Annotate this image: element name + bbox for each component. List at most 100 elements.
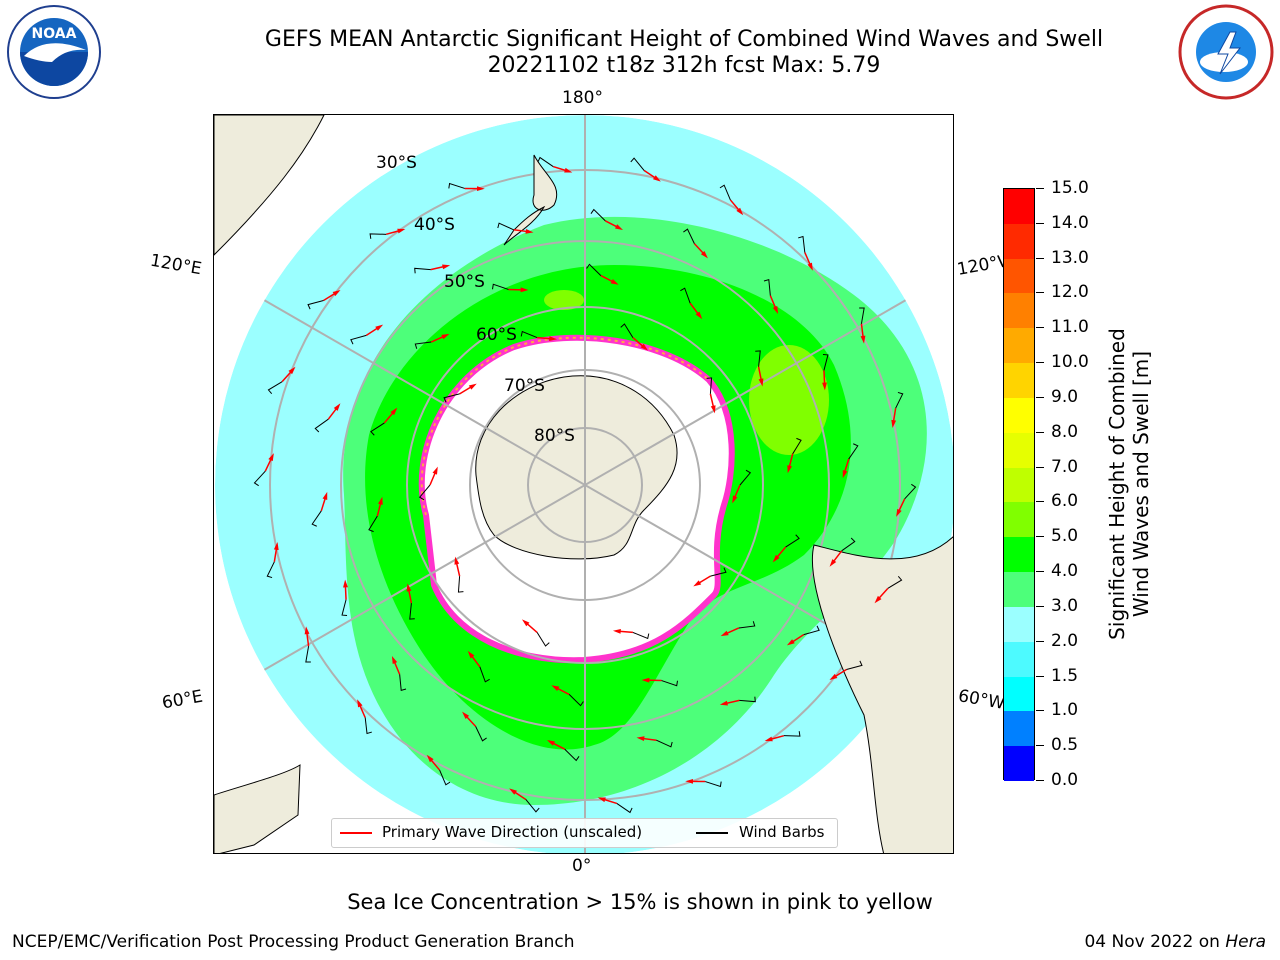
lat-label-40s: 40°S [414, 215, 455, 235]
wind-barb [409, 603, 415, 620]
wind-barb [586, 263, 602, 276]
wind-barb [783, 731, 801, 737]
colorbar-tick-label: 15.0 [1051, 178, 1089, 198]
wind-barb [443, 393, 460, 403]
wind-barb [414, 341, 432, 349]
wave-arrow [556, 687, 570, 696]
wind-barb [798, 235, 806, 253]
wave-arrow-head [521, 619, 530, 627]
wave-arrow [729, 199, 740, 212]
wind-barb [887, 575, 903, 589]
wind-barb [590, 208, 606, 222]
wind-barb [568, 694, 584, 707]
south-america-land [812, 536, 953, 853]
wave-arrow-head [357, 699, 363, 708]
wave-arrow [804, 252, 812, 266]
wind-barb [350, 334, 367, 345]
wind-barb [680, 287, 691, 304]
wave-arrow-head [467, 650, 475, 659]
wind-barb [755, 350, 761, 367]
colorbar-tick-label: 1.0 [1051, 700, 1079, 721]
wind-barb [307, 300, 324, 310]
colorbar-tick-label: 2.0 [1051, 630, 1079, 651]
colorbar-tick [1036, 571, 1044, 573]
wave-arrow [459, 386, 472, 395]
wind-barb [616, 803, 633, 814]
colorbar-segment [1004, 293, 1034, 329]
colorbar-segment [1004, 537, 1034, 573]
colorbar-tick-label: 12.0 [1051, 282, 1089, 303]
wave-arrow [430, 265, 445, 271]
wave-arrow-head [874, 595, 882, 604]
colorbar-tick [1036, 675, 1044, 677]
wind-barb [266, 561, 275, 579]
wave-arrow [383, 411, 394, 424]
colorbar-tick-label: 4.0 [1051, 561, 1079, 582]
wave-arrow [689, 302, 700, 315]
wave-arrow [551, 742, 566, 750]
wave-arrow-head [406, 583, 412, 592]
wind-barb [564, 748, 580, 762]
colorbar-tick-label: 9.0 [1051, 386, 1079, 407]
wind-barb [341, 599, 348, 616]
wave-arrow-head [829, 673, 838, 681]
colorbar-tick [1036, 466, 1044, 468]
wind-barb [311, 510, 322, 527]
wind-barb [368, 515, 378, 533]
wind-barb [822, 354, 829, 371]
wind-barb [632, 631, 650, 640]
wave-arrow [323, 292, 336, 302]
colorbar-segment [1004, 432, 1034, 469]
wave-arrow [788, 453, 794, 468]
wave-arrow [376, 502, 382, 517]
wind-barb [267, 381, 283, 395]
colorbar-segment [1004, 258, 1034, 294]
colorbar-tick [1036, 640, 1044, 642]
wave-arrow-head [551, 685, 560, 691]
colorbar-tick-label: 6.0 [1051, 491, 1079, 512]
wind-barb [525, 799, 540, 813]
wave-arrow [407, 589, 413, 604]
wave-arrow-head [332, 289, 341, 297]
wind-barb [904, 483, 917, 500]
wind-barb [305, 646, 311, 663]
wind-barb [803, 625, 820, 636]
wind-barb [492, 283, 509, 290]
wave-arrow-head [653, 175, 661, 182]
wave-arrow [455, 562, 461, 577]
graticule [215, 115, 953, 853]
wave-arrow-head [891, 419, 897, 428]
wave-arrow-head [710, 405, 716, 414]
colorbar-tick [1036, 188, 1044, 189]
wind-barb [859, 307, 865, 324]
wind-barb [738, 621, 756, 629]
wave-arrow [393, 661, 401, 675]
wave-arrow-head [391, 655, 398, 665]
wind-barb [630, 157, 645, 171]
wind-barb [414, 267, 431, 274]
footer-credit: NCEP/EMC/Verification Post Processing Pr… [12, 932, 575, 952]
wave-arrow-head [764, 736, 773, 742]
wave-arrow [776, 546, 787, 559]
wave-arrow [877, 587, 889, 600]
wind-barb [846, 660, 863, 670]
colorbar-tick [1036, 745, 1044, 747]
colorbar-tick [1036, 257, 1044, 259]
wave-arrow [365, 327, 379, 337]
wave-arrow-head [390, 407, 398, 416]
wave-arrow [693, 243, 705, 255]
wave-arrow [470, 655, 481, 668]
colorbar-segment [1004, 641, 1034, 678]
wind-barb [364, 717, 372, 735]
colorbar-segment [1004, 363, 1034, 399]
wave-arrow-head [432, 466, 438, 475]
wave-arrow [604, 220, 619, 228]
lat-label-60s: 60°S [476, 325, 517, 345]
wave-arrow-head [333, 403, 341, 411]
wave-arrow-head [610, 279, 619, 285]
wave-arrow [709, 393, 715, 408]
wind-barb [710, 567, 727, 577]
wave-arrow [537, 336, 552, 340]
wind-barb [848, 443, 859, 460]
wave-arrow-head [842, 469, 848, 479]
